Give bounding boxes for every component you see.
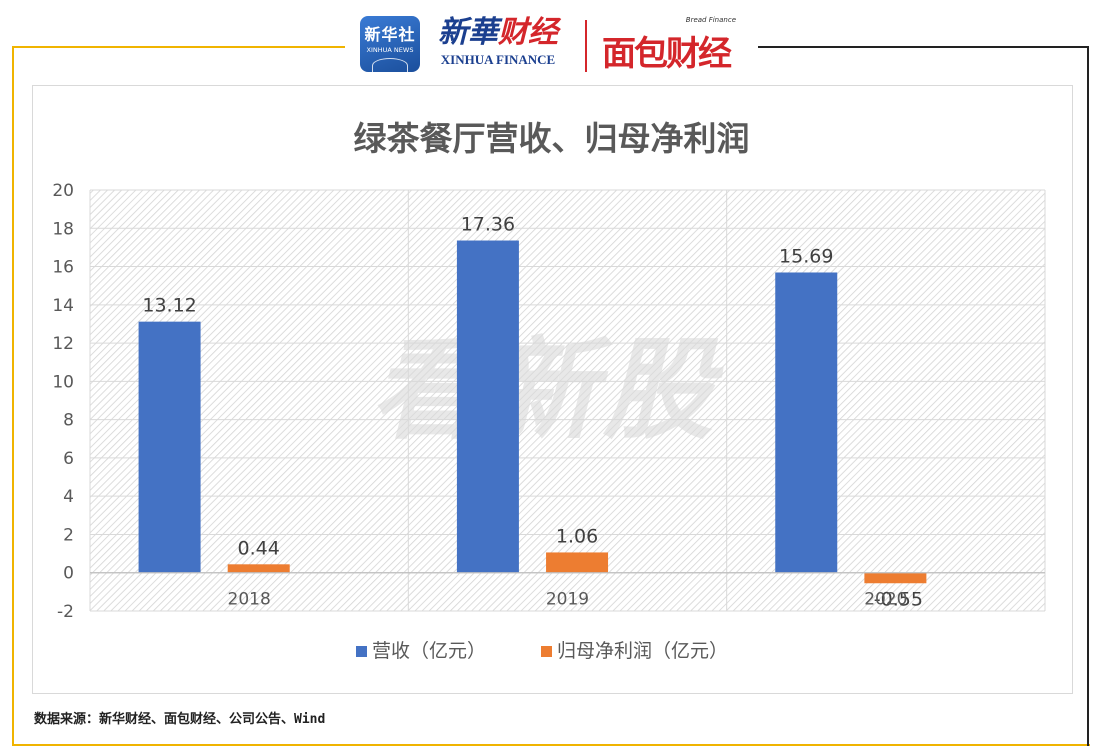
y-tick-label: 10	[52, 372, 74, 392]
bar-series-0-2018	[138, 321, 201, 573]
data-source: 数据来源：新华财经、面包财经、公司公告、Wind	[34, 712, 326, 727]
xinhua-news-logo: 新华社 XINHUA NEWS	[360, 16, 420, 73]
logo-divider	[585, 20, 587, 72]
x-tick-label: 2019	[546, 590, 589, 610]
y-tick-label: 18	[52, 219, 74, 239]
bread-finance-cn: 面包财经	[602, 34, 732, 74]
x-tick-label: 2020	[864, 590, 907, 610]
xinhua-logo-cn: 新华社	[364, 25, 416, 44]
x-tick-label: 2018	[228, 590, 271, 610]
data-label: -0.55	[874, 588, 923, 610]
bar-series-1-2020	[864, 572, 927, 584]
bar-series-0-2019	[456, 240, 519, 573]
y-tick-label: 20	[52, 181, 74, 201]
data-label: 1.06	[556, 525, 598, 547]
legend-swatch	[356, 646, 367, 657]
frame-left-border	[12, 47, 14, 746]
data-label: 13.12	[142, 295, 196, 317]
xinhua-finance-logo-en: XINHUA FINANCE	[440, 52, 556, 67]
xinhua-finance-logo: 新華财经 XINHUA FINANCE	[428, 16, 568, 74]
bread-finance-logo: Bread Finance 面包财经	[600, 16, 750, 74]
bar-series-1-2018	[227, 564, 290, 573]
y-tick-label: -2	[57, 602, 74, 622]
y-tick-label: 16	[52, 258, 74, 278]
xinhua-finance-logo-cn-a: 新華	[438, 15, 498, 50]
y-tick-label: 12	[52, 334, 74, 354]
y-tick-label: 0	[63, 564, 74, 584]
y-tick-label: 8	[63, 411, 74, 431]
xinhua-logo-en: XINHUA NEWS	[366, 46, 414, 54]
plot-area	[90, 190, 1045, 611]
legend-label: 营收（亿元）	[372, 640, 486, 662]
bread-finance-tag: Bread Finance	[685, 16, 736, 24]
legend-swatch	[541, 646, 552, 657]
y-tick-label: 2	[63, 525, 74, 545]
header-rule-right	[758, 46, 1089, 48]
xinhua-finance-logo-cn-b: 财经	[498, 15, 558, 50]
frame-right-border	[1087, 47, 1089, 746]
data-label: 15.69	[779, 245, 833, 267]
watermark-text: 看新股	[371, 326, 724, 454]
y-tick-label: 14	[52, 296, 74, 316]
data-label: 0.44	[238, 537, 280, 559]
chart-title: 绿茶餐厅营收、归母净利润	[353, 119, 750, 158]
y-tick-label: 6	[63, 449, 74, 469]
bar-series-1-2019	[546, 552, 609, 573]
data-label: 17.36	[461, 214, 515, 236]
legend-label: 归母净利润（亿元）	[557, 640, 728, 662]
bar-series-0-2020	[775, 272, 838, 573]
frame-bottom-border	[12, 744, 1090, 746]
y-tick-label: 4	[63, 487, 74, 507]
globe-icon	[372, 58, 408, 73]
header-rule-left	[12, 46, 345, 48]
